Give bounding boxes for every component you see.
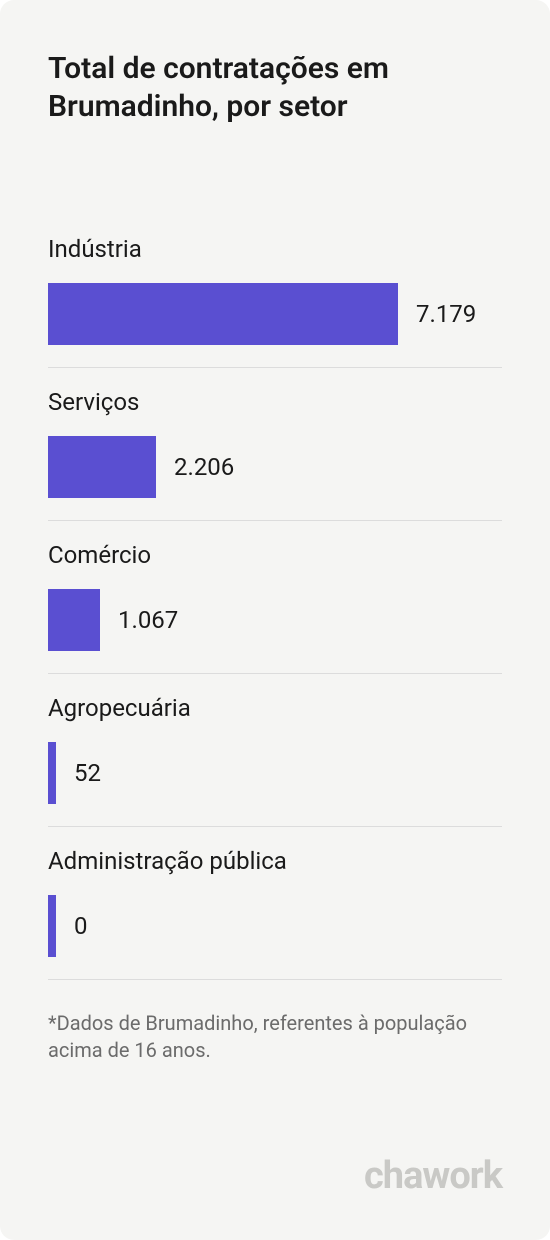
bar bbox=[48, 895, 56, 957]
bar-value: 7.179 bbox=[416, 300, 476, 328]
bar-row: Comércio 1.067 bbox=[48, 521, 502, 674]
bar-wrap: 0 bbox=[48, 895, 502, 957]
bar-row: Serviços 2.206 bbox=[48, 368, 502, 521]
bar-value: 1.067 bbox=[118, 606, 178, 634]
bar-row: Indústria 7.179 bbox=[48, 215, 502, 368]
bar-wrap: 1.067 bbox=[48, 589, 502, 651]
chart-card: Total de contratações em Brumadinho, por… bbox=[0, 0, 550, 1240]
bar-row: Agropecuária 52 bbox=[48, 674, 502, 827]
chart-title: Total de contratações em Brumadinho, por… bbox=[48, 50, 502, 125]
bar-rows: Indústria 7.179 Serviços 2.206 Comércio … bbox=[48, 215, 502, 980]
bar-value: 0 bbox=[74, 912, 88, 940]
bar-label: Indústria bbox=[48, 235, 502, 263]
bar-wrap: 52 bbox=[48, 742, 502, 804]
bar-row: Administração pública 0 bbox=[48, 827, 502, 980]
bar bbox=[48, 283, 398, 345]
bar bbox=[48, 436, 156, 498]
bar bbox=[48, 742, 56, 804]
chart-footnote: *Dados de Brumadinho, referentes à popul… bbox=[48, 1010, 502, 1064]
bar-label: Serviços bbox=[48, 388, 502, 416]
bar bbox=[48, 589, 100, 651]
bar-value: 52 bbox=[74, 759, 101, 787]
bar-label: Administração pública bbox=[48, 847, 502, 875]
bar-wrap: 2.206 bbox=[48, 436, 502, 498]
bar-value: 2.206 bbox=[174, 453, 234, 481]
bar-label: Agropecuária bbox=[48, 694, 502, 722]
brand-logo: chawork bbox=[364, 1154, 502, 1198]
bar-label: Comércio bbox=[48, 541, 502, 569]
bar-wrap: 7.179 bbox=[48, 283, 502, 345]
